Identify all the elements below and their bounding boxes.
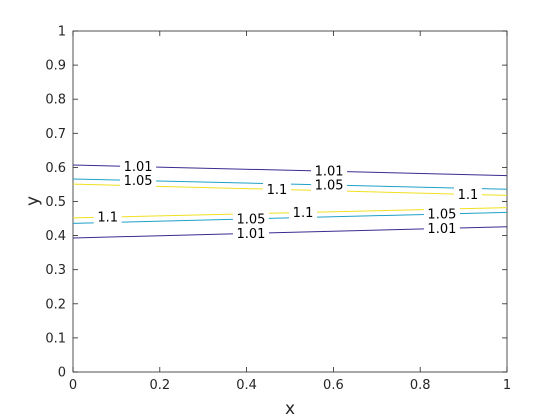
contour-label-bg <box>232 225 269 242</box>
y-tick-label: 0.3 <box>45 263 66 278</box>
y-tick-label: 1 <box>58 25 66 40</box>
y-tick-label: 0.5 <box>45 195 66 210</box>
contour-label: 1.05 <box>236 212 265 227</box>
contour-label: 1.1 <box>267 183 288 198</box>
contour-label: 1.1 <box>293 206 314 221</box>
contour-label-bg <box>423 220 460 237</box>
y-tick-label: 0.4 <box>45 229 66 244</box>
contour-label-bg <box>453 186 482 203</box>
x-tick-label: 1 <box>503 378 511 393</box>
x-tick-label: 0 <box>69 378 77 393</box>
contour-label: 1.05 <box>124 174 153 189</box>
y-tick-label: 0.9 <box>45 59 66 74</box>
x-tick-label: 0.8 <box>410 378 431 393</box>
x-tick-label: 0.4 <box>236 378 257 393</box>
contour-label: 1.05 <box>315 179 344 194</box>
contour-label: 1.01 <box>236 227 265 242</box>
y-tick-label: 0.6 <box>45 161 66 176</box>
y-tick-label: 0 <box>58 366 66 381</box>
plot-area <box>72 30 508 373</box>
contour-label-bg <box>120 158 157 175</box>
contour-label-bg <box>120 172 157 189</box>
contour-label-bg <box>262 181 291 198</box>
contour-label-bg <box>311 177 348 194</box>
contour-label: 1.01 <box>427 222 456 237</box>
contour-label: 1.1 <box>97 211 118 226</box>
contour-label: 1.1 <box>458 188 479 203</box>
contour-label-bg <box>93 209 122 226</box>
y-tick-label: 0.7 <box>45 127 66 142</box>
contour-label-bg <box>232 210 269 227</box>
contour-label-bg <box>289 204 318 221</box>
contour-label-bg <box>423 206 460 223</box>
y-tick-label: 0.8 <box>45 93 66 108</box>
contour-label: 1.01 <box>124 160 153 175</box>
y-axis-label: y <box>23 196 43 206</box>
y-tick-label: 0.2 <box>45 297 66 312</box>
contour-label: 1.05 <box>427 208 456 223</box>
x-axis-label: x <box>285 399 295 419</box>
contour-labels: 1.01 1.011.05 1.051.1 1.11.1 1.11.05 1.051.01… <box>93 158 482 242</box>
axis-ticks: 0 0.2 0.4 0.6 0.8 1 0 0.1 0.2 0.3 0.4 0.5 0.6 0.7 0.8 0… <box>45 25 511 394</box>
x-tick-label: 0.2 <box>149 378 170 393</box>
contour-label-bg <box>311 163 348 180</box>
x-tick-label: 0.6 <box>323 378 344 393</box>
contour-label: 1.01 <box>315 165 344 180</box>
y-tick-label: 0.1 <box>45 331 66 346</box>
